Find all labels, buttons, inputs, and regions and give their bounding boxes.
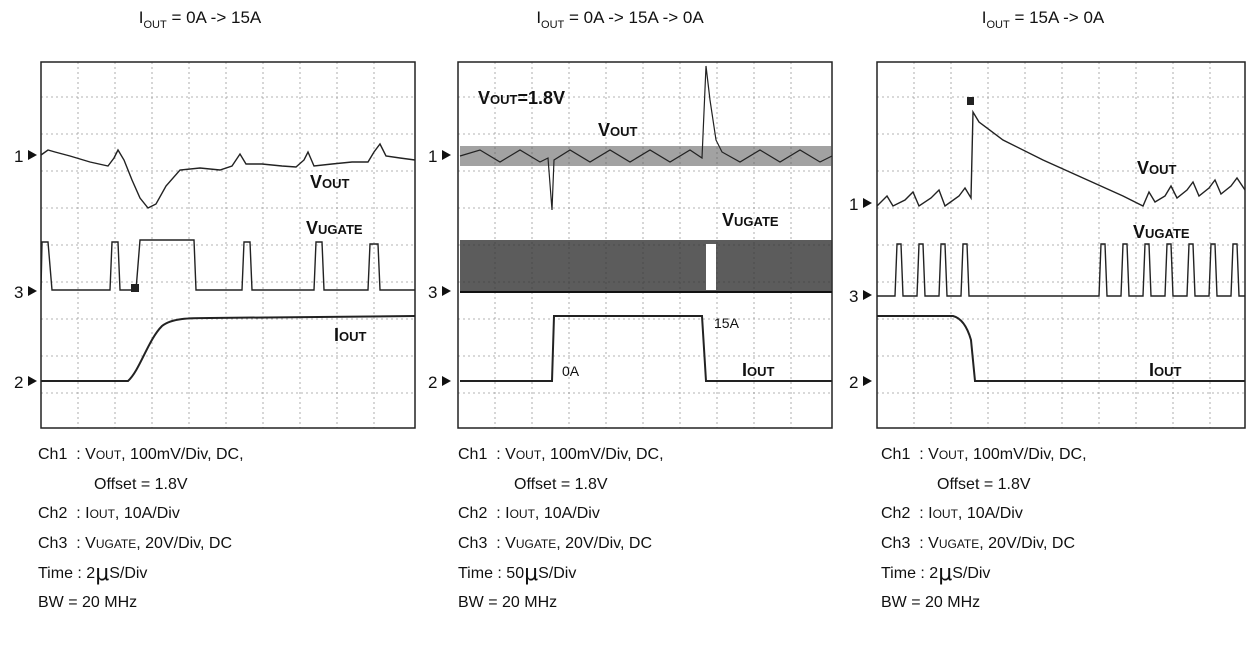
svg-text:3: 3 xyxy=(14,283,23,302)
trace-labels: VOUT VUGATE IOUT xyxy=(306,172,367,345)
scope-notes: Ch1 : VOUT, 100mV/Div, DC, Offset = 1.8V… xyxy=(458,446,664,611)
svg-text:0A: 0A xyxy=(562,363,580,379)
svg-text:15A: 15A xyxy=(714,315,740,331)
iout-trace xyxy=(460,315,832,382)
grid xyxy=(41,62,415,428)
trigger-marker xyxy=(967,97,974,105)
vugate-trace xyxy=(877,243,1245,297)
svg-text:VOUT: VOUT xyxy=(598,120,638,140)
vout-trace xyxy=(876,109,1246,208)
scope-frame xyxy=(876,61,1246,429)
scope-frame xyxy=(40,61,416,429)
trigger-marker xyxy=(131,284,139,292)
scope-title: IOUT = 0A -> 15A xyxy=(138,8,262,31)
svg-text:1: 1 xyxy=(428,147,437,166)
svg-text:IOUT: IOUT xyxy=(334,325,367,345)
vout-trace xyxy=(40,142,416,209)
scope-plot: 1 3 2 VOUT=1.8V VOUT VUGATE IOUT 0A 15A xyxy=(428,61,833,429)
channel-markers: 1 3 2 xyxy=(428,147,451,392)
scope-panel-2: IOUT = 0A -> 15A -> 0A 1 3 2 VOUT xyxy=(420,0,833,652)
scope-plot: 1 3 2 VOUT VUGATE IOUT xyxy=(849,61,1246,429)
svg-text:2: 2 xyxy=(14,373,23,392)
iout-trace xyxy=(41,315,416,382)
scope-title: IOUT = 0A -> 15A -> 0A xyxy=(536,8,704,31)
iout-trace xyxy=(877,315,1245,382)
grid xyxy=(877,62,1245,428)
svg-text:VUGATE: VUGATE xyxy=(1133,222,1190,242)
svg-text:1: 1 xyxy=(849,195,858,214)
trace-labels: VOUT=1.8V VOUT VUGATE IOUT 0A 15A xyxy=(478,88,779,380)
svg-text:2: 2 xyxy=(428,373,437,392)
svg-text:VUGATE: VUGATE xyxy=(306,218,363,238)
svg-text:IOUT: IOUT xyxy=(1149,360,1182,380)
scope-plot: 1 3 2 VOUT VUGATE IOUT xyxy=(14,61,416,429)
vugate-gap xyxy=(706,244,716,290)
scope-panel-3: IOUT = 15A -> 0A 1 3 2 VOUT VUGATE IOUT xyxy=(843,0,1246,652)
grid xyxy=(458,62,832,428)
vugate-trace xyxy=(40,239,415,291)
trace-labels: VOUT VUGATE IOUT xyxy=(1133,158,1190,380)
svg-text:VOUT: VOUT xyxy=(310,172,350,192)
svg-text:IOUT: IOUT xyxy=(742,360,775,380)
svg-text:1: 1 xyxy=(14,147,23,166)
svg-text:3: 3 xyxy=(849,287,858,306)
vout-noise-band xyxy=(460,146,832,166)
svg-text:3: 3 xyxy=(428,283,437,302)
scope-notes: Ch1 : VOUT, 100mV/Div, DC, Offset = 1.8V… xyxy=(881,446,1087,611)
svg-text:VOUT=1.8V: VOUT=1.8V xyxy=(478,88,565,108)
svg-text:VUGATE: VUGATE xyxy=(722,210,779,230)
scope-title: IOUT = 15A -> 0A xyxy=(981,8,1105,31)
channel-markers: 1 3 2 xyxy=(14,147,37,392)
scope-panel-1: IOUT = 0A -> 15A 1 3 2 VOUT VUGATE IOUT xyxy=(0,0,416,652)
svg-text:2: 2 xyxy=(849,373,858,392)
svg-text:VOUT: VOUT xyxy=(1137,158,1177,178)
vugate-pulse-band xyxy=(460,240,832,292)
scope-notes: Ch1 : VOUT, 100mV/Div, DC, Offset = 1.8V… xyxy=(38,446,244,611)
vout-trace xyxy=(459,65,833,211)
channel-markers: 1 3 2 xyxy=(849,195,872,392)
